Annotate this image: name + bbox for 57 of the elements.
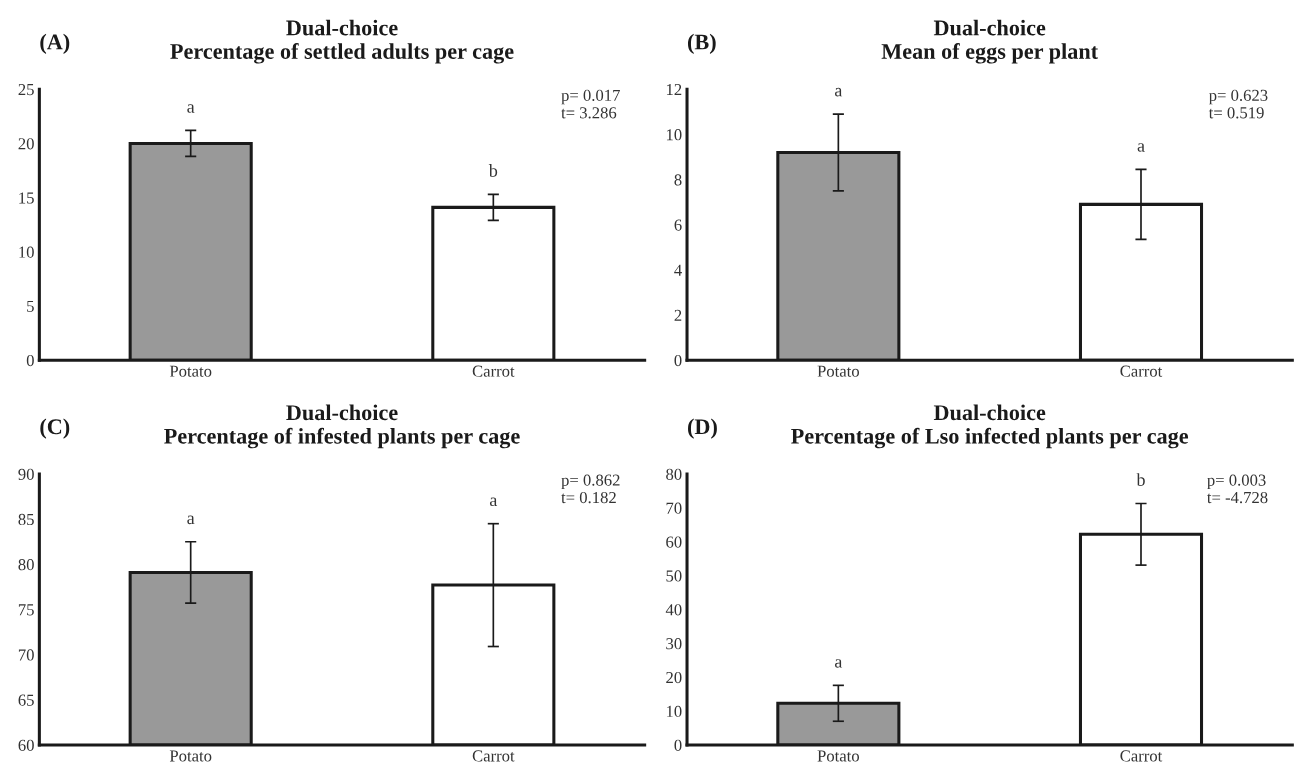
y-tick-label: 30 — [666, 638, 682, 650]
y-tick-label: 75 — [18, 604, 34, 616]
y-tick-label: 60 — [666, 536, 682, 548]
annotation: p= 0.003 t= -4.728 — [1207, 474, 1268, 504]
annotation: b — [1136, 473, 1145, 486]
annotation: p= 0.623 t= 0.519 — [1208, 89, 1268, 119]
y-tick-label: 15 — [19, 192, 34, 204]
y-tick-label: 80 — [666, 468, 682, 480]
chart-title: Dual-choice Percentage of Lso infected plants per cage — [791, 404, 1189, 449]
y-tick-label: 20 — [18, 138, 34, 150]
y-tick-label: 90 — [18, 468, 34, 480]
annotation: p= 0.862 t= 0.182 — [561, 474, 620, 504]
y-tick-label: 85 — [18, 513, 34, 526]
x-tick-label: Potato — [169, 750, 212, 762]
x-tick-label: Carrot — [1120, 365, 1163, 377]
y-tick-label: 40 — [665, 604, 682, 616]
y-tick-label: 25 — [18, 83, 34, 96]
y-tick-label: 12 — [666, 83, 682, 96]
annotation: a — [489, 497, 498, 507]
annotation: b — [488, 164, 498, 177]
y-tick-label: 70 — [18, 649, 34, 661]
x-tick-label: Potato — [169, 365, 212, 377]
y-tick-label: 8 — [674, 174, 682, 186]
x-tick-label: Potato — [817, 365, 860, 377]
y-tick-label: 5 — [27, 300, 34, 312]
y-tick-label: 65 — [18, 694, 34, 706]
text: (D) — [688, 418, 717, 439]
chart-title: Dual-choice Mean of eggs per plant — [881, 19, 1099, 64]
y-tick-label: 6 — [674, 219, 682, 231]
annotation: p= 0.017 t= 3.286 — [561, 89, 620, 119]
y-tick-label: 60 — [18, 739, 34, 751]
annotation: a — [834, 87, 843, 97]
text: (B) — [688, 33, 716, 55]
y-tick-label: 2 — [674, 309, 682, 321]
annotation: a — [1137, 143, 1145, 152]
annotation: a — [187, 515, 195, 525]
x-tick-label: Potato — [817, 750, 860, 762]
chart-title: Dual-choice Percentage of settled adults per cage — [170, 19, 514, 64]
y-tick-label: 70 — [666, 502, 682, 514]
x-tick-label: Carrot — [472, 365, 515, 377]
y-tick-label: 10 — [19, 246, 34, 258]
chart-title: Dual-choice Percentage of infested plants per cage — [164, 404, 520, 449]
y-tick-label: 4 — [674, 264, 682, 276]
y-tick-label: 10 — [666, 705, 682, 718]
x-tick-label: Carrot — [1120, 750, 1163, 762]
x-tick-label: Carrot — [472, 750, 515, 762]
y-tick-label: 0 — [674, 739, 682, 751]
text: (C) — [40, 418, 70, 439]
annotation: a — [187, 104, 195, 113]
text: (A) — [40, 33, 70, 55]
y-tick-label: 10 — [666, 129, 682, 141]
y-tick-label: 0 — [26, 354, 34, 367]
y-tick-label: 20 — [666, 671, 682, 684]
annotation: a — [834, 659, 843, 668]
y-tick-label: 50 — [666, 570, 682, 582]
y-tick-label: 80 — [18, 559, 34, 571]
y-tick-label: 0 — [674, 354, 682, 367]
